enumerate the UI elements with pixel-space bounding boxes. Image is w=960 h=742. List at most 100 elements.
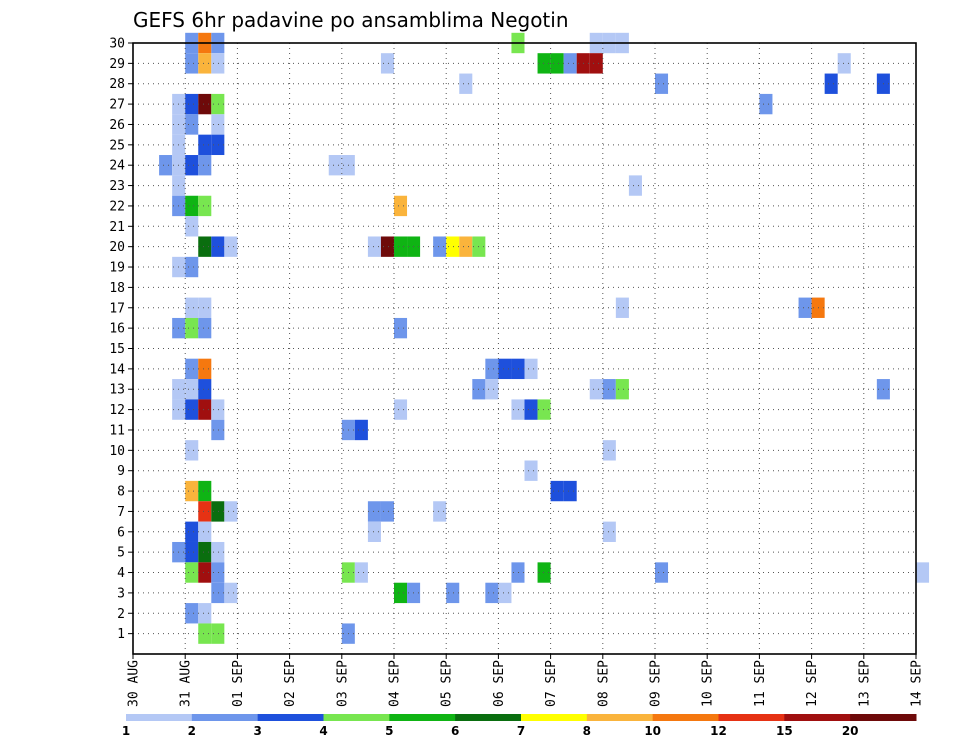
precip-cell	[655, 73, 669, 94]
x-tick-label: 05 SEP	[440, 660, 455, 707]
precip-cell	[211, 582, 225, 604]
y-tick-label: 8	[117, 485, 125, 500]
y-tick-label: 7	[117, 505, 125, 520]
precip-cell	[824, 73, 838, 94]
precip-cell	[211, 53, 225, 74]
precip-cell	[185, 480, 199, 502]
colorbar-swatch	[521, 714, 588, 721]
precip-cell	[198, 480, 212, 502]
y-tick-label: 17	[109, 301, 125, 316]
precip-cell	[394, 317, 408, 339]
y-tick-label: 6	[117, 525, 125, 540]
precip-cell	[185, 155, 199, 176]
x-tick-label: 30 AUG	[127, 660, 142, 707]
precip-cell	[185, 603, 199, 624]
precip-cell	[837, 53, 851, 74]
x-tick-label: 11 SEP	[753, 660, 768, 707]
precip-cell	[224, 501, 238, 522]
y-tick-label: 30	[109, 37, 125, 52]
colorbar-swatch	[257, 714, 324, 721]
y-tick-label: 13	[109, 383, 125, 398]
precip-cell	[380, 236, 394, 257]
precip-cell	[185, 358, 199, 380]
precip-cell	[211, 114, 225, 135]
precip-cell	[511, 562, 525, 583]
precip-cell	[185, 562, 199, 583]
y-tick-label: 28	[109, 77, 125, 92]
precip-cell	[198, 155, 212, 176]
colorbar-swatch	[126, 714, 193, 721]
precip-cell	[615, 379, 629, 400]
colorbar-label: 12	[710, 724, 727, 738]
colorbar-swatch	[850, 714, 917, 721]
colorbar-label: 5	[385, 724, 393, 738]
precip-cell	[185, 317, 199, 339]
precip-cell	[354, 562, 368, 583]
x-tick-label: 31 AUG	[179, 660, 194, 707]
y-tick-label: 9	[117, 464, 125, 479]
colorbar-label: 1	[122, 724, 130, 738]
precip-cell	[224, 236, 238, 257]
precip-cell	[367, 521, 381, 542]
y-tick-label: 18	[109, 281, 125, 296]
precip-cell	[211, 562, 225, 583]
precip-cell	[537, 53, 551, 74]
precip-cell	[524, 399, 538, 420]
chart-title: GEFS 6hr padavine po ansamblima Negotin	[133, 8, 569, 32]
precip-cell	[563, 53, 577, 74]
x-tick-label: 09 SEP	[649, 660, 664, 707]
y-tick-label: 14	[109, 362, 125, 377]
x-tick-label: 04 SEP	[388, 660, 403, 707]
y-tick-label: 15	[109, 342, 125, 357]
precip-cell	[380, 53, 394, 74]
colorbar-label: 15	[776, 724, 793, 738]
precip-cell	[498, 358, 512, 380]
precip-cell	[198, 53, 212, 74]
y-tick-label: 16	[109, 322, 125, 337]
y-tick-label: 26	[109, 118, 125, 133]
precip-cell	[185, 216, 199, 237]
precip-cell	[185, 256, 199, 278]
precip-cell	[211, 399, 225, 420]
precip-cell	[198, 317, 212, 339]
precip-cell	[459, 236, 473, 257]
x-tick-label: 01 SEP	[231, 660, 246, 707]
colorbar-label: 10	[644, 724, 661, 738]
x-tick-label: 10 SEP	[701, 660, 716, 707]
precip-cell	[537, 562, 551, 583]
y-tick-label: 2	[117, 607, 125, 622]
precip-cell	[394, 582, 408, 604]
precip-cell	[524, 358, 538, 380]
precip-cell	[211, 236, 225, 257]
precip-cell	[602, 521, 616, 542]
precip-cell	[211, 134, 225, 156]
precip-cell	[224, 582, 238, 604]
precip-cell	[198, 134, 212, 156]
precip-cell	[185, 399, 199, 420]
colorbar-swatch	[652, 714, 719, 721]
precip-cell	[198, 379, 212, 400]
x-tick-label: 02 SEP	[283, 660, 298, 707]
colorbar-swatch	[191, 714, 259, 721]
precip-cell	[550, 53, 564, 74]
precip-cell	[916, 562, 930, 583]
precip-cell	[185, 521, 199, 542]
y-tick-label: 11	[109, 423, 125, 438]
y-tick-label: 20	[109, 240, 125, 255]
precip-cell	[198, 399, 212, 420]
precip-cell	[211, 623, 225, 644]
precip-cell	[185, 440, 199, 461]
precip-cell	[380, 501, 394, 522]
precip-cell	[550, 480, 564, 502]
precip-cell	[185, 114, 199, 135]
x-tick-label: 08 SEP	[596, 660, 611, 707]
precip-cell	[759, 93, 773, 115]
colorbar-swatch	[784, 714, 851, 721]
precip-cell	[198, 93, 212, 115]
colorbar-label: 2	[188, 724, 196, 738]
y-tick-label: 12	[109, 403, 125, 418]
precip-cell	[394, 399, 408, 420]
precip-cell	[367, 236, 381, 257]
precip-cell	[589, 53, 603, 74]
